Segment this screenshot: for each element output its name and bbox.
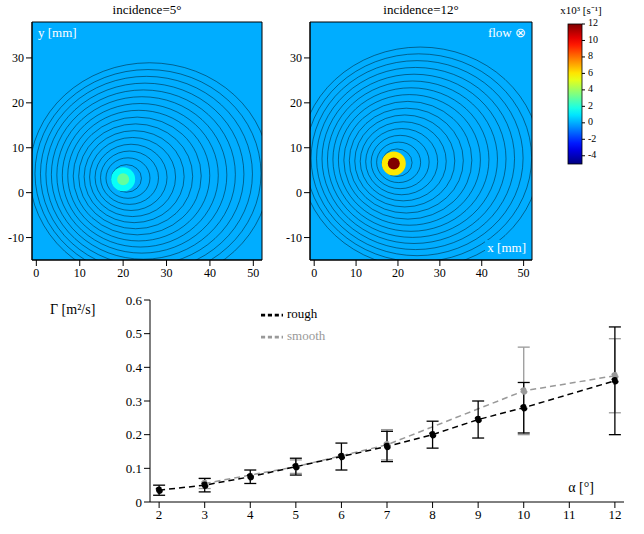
svg-text:-10: -10: [286, 231, 302, 245]
svg-text:20: 20: [290, 96, 302, 110]
svg-text:12: 12: [588, 17, 598, 28]
svg-text:-4: -4: [588, 149, 596, 160]
svg-text:0.1: 0.1: [126, 461, 142, 476]
svg-text:2: 2: [588, 100, 593, 111]
svg-text:0: 0: [136, 495, 143, 510]
html-text:incidence=12°: incidence=12°: [383, 2, 459, 17]
html-text:α [°]: α [°]: [568, 480, 594, 495]
svg-text:50: 50: [518, 266, 530, 280]
svg-text:50: 50: [247, 266, 259, 280]
svg-text:4: 4: [588, 83, 593, 94]
svg-text:0.4: 0.4: [126, 360, 143, 375]
svg-text:0.5: 0.5: [126, 326, 142, 341]
svg-text:8: 8: [588, 50, 593, 61]
svg-text:0: 0: [33, 266, 39, 280]
html-text:x [mm]: x [mm]: [487, 240, 526, 255]
svg-text:10: 10: [517, 507, 530, 522]
svg-text:5: 5: [293, 507, 300, 522]
svg-text:40: 40: [204, 266, 216, 280]
svg-text:30: 30: [290, 51, 302, 65]
svg-text:x10³ [s⁻¹]: x10³ [s⁻¹]: [560, 4, 601, 16]
svg-text:4: 4: [247, 507, 254, 522]
svg-text:30: 30: [434, 266, 446, 280]
svg-text:0: 0: [296, 186, 302, 200]
svg-text:0: 0: [18, 186, 24, 200]
html-text:smooth: smooth: [287, 328, 326, 343]
svg-text:10: 10: [74, 266, 86, 280]
svg-text:6: 6: [338, 507, 345, 522]
svg-text:7: 7: [384, 507, 391, 522]
svg-text:0.3: 0.3: [126, 394, 142, 409]
svg-text:3: 3: [201, 507, 208, 522]
svg-text:10: 10: [350, 266, 362, 280]
svg-text:0.2: 0.2: [126, 427, 142, 442]
svg-text:2: 2: [156, 507, 163, 522]
svg-text:10: 10: [12, 141, 24, 155]
svg-text:0.6: 0.6: [126, 293, 143, 308]
html-text:y [mm]: y [mm]: [38, 25, 77, 40]
svg-text:30: 30: [161, 266, 173, 280]
svg-text:-2: -2: [588, 133, 596, 144]
svg-text:20: 20: [392, 266, 404, 280]
html-text:rough: rough: [287, 306, 318, 321]
svg-text:12: 12: [608, 507, 621, 522]
svg-text:0: 0: [588, 116, 593, 127]
svg-text:8: 8: [429, 507, 436, 522]
svg-text:20: 20: [117, 266, 129, 280]
svg-text:10: 10: [290, 141, 302, 155]
html-text:Γ [m²/s]: Γ [m²/s]: [50, 302, 96, 317]
svg-text:-10: -10: [8, 231, 24, 245]
svg-text:10: 10: [588, 34, 598, 45]
svg-text:20: 20: [12, 96, 24, 110]
svg-text:9: 9: [475, 507, 482, 522]
svg-text:6: 6: [588, 67, 593, 78]
svg-text:40: 40: [476, 266, 488, 280]
svg-text:0: 0: [311, 266, 317, 280]
svg-text:11: 11: [563, 507, 576, 522]
html-text:incidence=5°: incidence=5°: [112, 2, 182, 17]
svg-text:30: 30: [12, 51, 24, 65]
html-text:flow ⊗: flow ⊗: [487, 25, 526, 40]
